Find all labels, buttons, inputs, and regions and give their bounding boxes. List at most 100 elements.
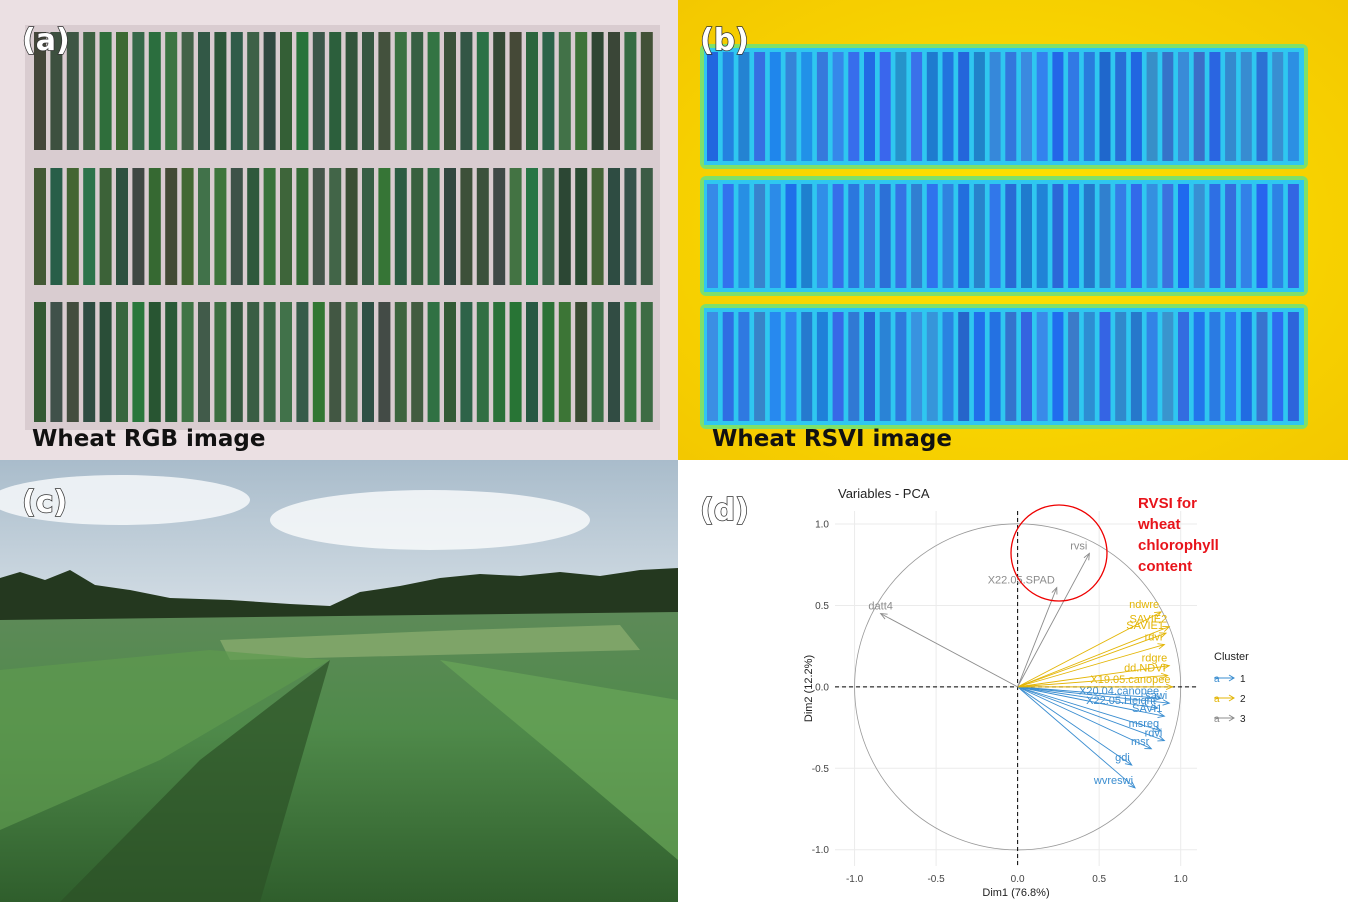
- panel-tag: (c): [22, 485, 67, 520]
- plot: [1068, 312, 1079, 421]
- y-tick-label: 0.5: [815, 601, 829, 612]
- plot: [1131, 52, 1142, 161]
- plot: [1084, 184, 1095, 288]
- panel-caption: Wheat RGB image: [32, 426, 265, 452]
- plot: [723, 184, 734, 288]
- plot: [1021, 312, 1032, 421]
- plot: [247, 32, 259, 150]
- plot: [526, 302, 538, 422]
- plot: [132, 32, 144, 150]
- legend-label: 1: [1240, 674, 1246, 685]
- plot: [247, 168, 259, 285]
- panel-caption: Wheat RSVI image: [712, 426, 952, 452]
- plot: [943, 312, 954, 421]
- plot: [833, 52, 844, 161]
- plot: [526, 168, 538, 285]
- plot: [707, 184, 718, 288]
- plot: [1131, 312, 1142, 421]
- plot: [1052, 52, 1063, 161]
- plot: [864, 52, 875, 161]
- plot: [911, 312, 922, 421]
- x-tick-label: 0.5: [1092, 874, 1106, 885]
- plot: [1052, 312, 1063, 421]
- legend-key: a: [1214, 714, 1220, 725]
- variable-label: SAVIE1: [1126, 620, 1164, 632]
- plot: [786, 312, 797, 421]
- plot: [378, 168, 390, 285]
- plot: [542, 168, 554, 285]
- plot: [559, 32, 571, 150]
- plot: [848, 184, 859, 288]
- plot: [395, 302, 407, 422]
- plot: [280, 302, 292, 422]
- plot: [990, 184, 1001, 288]
- plot: [116, 32, 128, 150]
- variable-label: sawi: [1145, 690, 1167, 702]
- plot: [132, 302, 144, 422]
- plot: [116, 302, 128, 422]
- plot: [1288, 312, 1299, 421]
- plot: [880, 312, 891, 421]
- plot: [280, 168, 292, 285]
- plot: [542, 302, 554, 422]
- plot: [911, 52, 922, 161]
- plot: [1225, 184, 1236, 288]
- plot: [1178, 312, 1189, 421]
- plot: [1288, 52, 1299, 161]
- plot: [754, 312, 765, 421]
- plot: [1257, 184, 1268, 288]
- plot: [1068, 184, 1079, 288]
- panel-tag: (d): [700, 493, 749, 528]
- plot: [958, 312, 969, 421]
- plot: [198, 32, 210, 150]
- plot: [444, 32, 456, 150]
- plot: [444, 302, 456, 422]
- plot: [1178, 184, 1189, 288]
- plot: [848, 52, 859, 161]
- plot: [100, 302, 112, 422]
- plot: [395, 168, 407, 285]
- panel-b: [678, 0, 1348, 460]
- plot: [723, 312, 734, 421]
- plot: [864, 312, 875, 421]
- plot: [214, 168, 226, 285]
- plot: [1115, 52, 1126, 161]
- plot: [817, 312, 828, 421]
- plot: [1084, 312, 1095, 421]
- plot: [770, 312, 781, 421]
- plot: [1100, 184, 1111, 288]
- plot: [974, 52, 985, 161]
- plot: [1147, 52, 1158, 161]
- plot: [786, 184, 797, 288]
- y-tick-label: -0.5: [812, 764, 830, 775]
- plot: [214, 32, 226, 150]
- legend-title: Cluster: [1214, 651, 1249, 663]
- plot: [542, 32, 554, 150]
- plot: [559, 168, 571, 285]
- plot: [1272, 184, 1283, 288]
- plot: [738, 52, 749, 161]
- variable-label: SAVI1: [1132, 703, 1162, 715]
- plot: [1194, 184, 1205, 288]
- plot: [493, 168, 505, 285]
- panel-tag: (b): [700, 23, 749, 58]
- plot: [165, 168, 177, 285]
- plot: [1241, 184, 1252, 288]
- plot: [1005, 52, 1016, 161]
- plot: [460, 302, 472, 422]
- plot: [880, 52, 891, 161]
- x-tick-label: 0.0: [1011, 874, 1025, 885]
- x-tick-label: 1.0: [1174, 874, 1188, 885]
- plot: [1272, 52, 1283, 161]
- plot: [329, 168, 341, 285]
- plot: [313, 168, 325, 285]
- plot: [411, 32, 423, 150]
- plot: [990, 312, 1001, 421]
- plot: [149, 168, 161, 285]
- plot: [1100, 312, 1111, 421]
- plot: [1209, 184, 1220, 288]
- plot: [280, 32, 292, 150]
- y-tick-label: 0.0: [815, 682, 829, 693]
- plot: [1005, 184, 1016, 288]
- plot: [132, 168, 144, 285]
